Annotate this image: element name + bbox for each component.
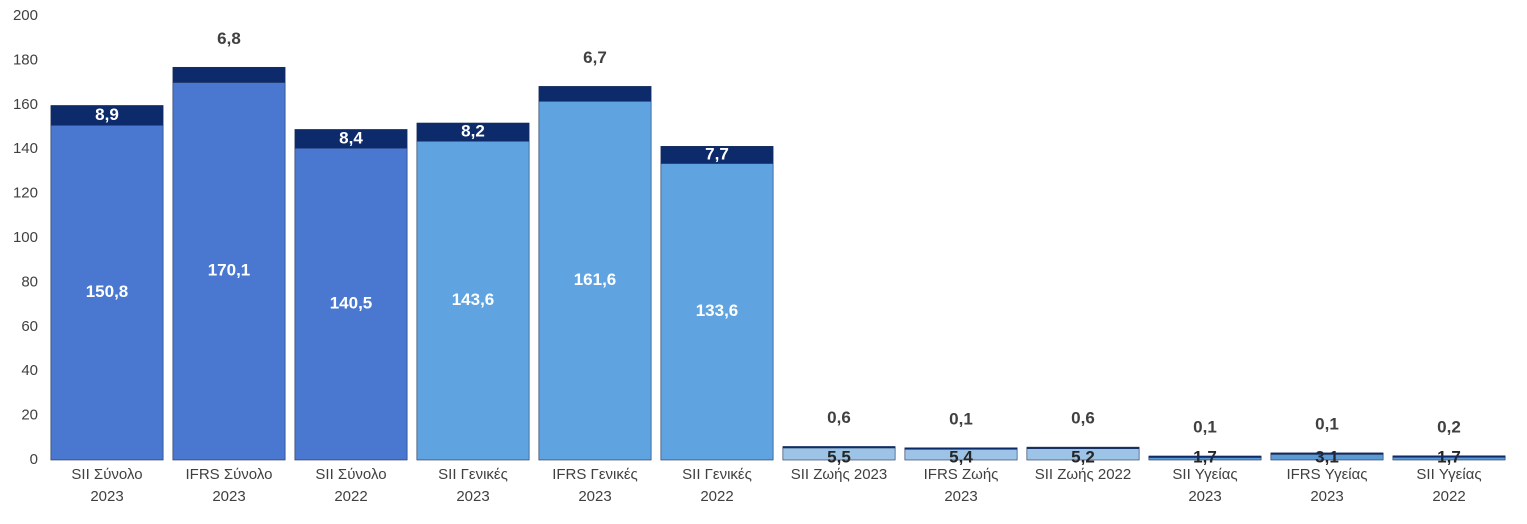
bar-segment [782,446,896,449]
value-label: 143,6 [452,290,495,309]
x-tick-label: SII Υγείας 2022 [1416,466,1482,505]
bar-segment [1148,455,1262,458]
y-tick-label: 120 [13,185,38,202]
value-label: 0,2 [1437,417,1461,436]
bar-segment [294,147,408,461]
x-tick-label: SII Σύνολο 2023 [71,466,143,505]
x-tick-label: IFRS Γενικές 2023 [552,466,638,505]
bar-segment [660,163,774,461]
value-label: 0,1 [1315,414,1339,433]
x-tick-label: SII Σύνολο 2022 [315,466,387,505]
bar-segment [538,100,652,461]
y-tick-label: 180 [13,51,38,68]
bar-segment [904,447,1018,450]
value-label: 8,4 [339,128,363,147]
bar-segment [294,129,408,149]
y-tick-label: 20 [21,407,38,424]
x-tick-label: SII Υγείας 2023 [1172,466,1238,505]
x-tick-label: IFRS Υγείας 2023 [1286,466,1368,505]
value-label: 6,7 [583,48,607,67]
value-label: 5,4 [949,447,973,466]
value-label: 3,1 [1315,447,1339,466]
x-tick-label: SII Ζωής 2022 [1034,466,1132,483]
y-tick-label: 140 [13,140,38,157]
value-label: 140,5 [330,294,373,313]
value-label: 7,7 [705,144,729,163]
y-tick-label: 100 [13,229,38,246]
y-tick-label: 160 [13,96,38,113]
y-tick-label: 200 [13,7,38,24]
value-label: 133,6 [696,301,739,320]
x-tick-label: IFRS Ζωής 2023 [923,466,999,505]
value-label: 8,2 [461,122,485,141]
value-label: 150,8 [86,282,129,301]
value-label: 0,1 [949,409,973,428]
value-label: 5,2 [1071,447,1095,466]
bar-segment [50,105,164,126]
value-label: 8,9 [95,105,119,124]
value-label: 0,6 [827,408,851,427]
y-tick-label: 60 [21,318,38,335]
value-label: 5,5 [827,447,851,466]
bar-segment [50,124,164,461]
x-tick-label: SII Ζωής 2023 [790,466,888,483]
value-label: 6,8 [217,29,241,48]
y-tick-label: 80 [21,273,38,290]
bar-segment [660,146,774,164]
value-label: 161,6 [574,270,617,289]
y-tick-label: 40 [21,362,38,379]
value-label: 0,1 [1193,417,1217,436]
bar-segment [416,122,530,142]
bar-segment [538,86,652,102]
value-label: 170,1 [208,261,251,280]
x-tick-label: SII Γενικές 2023 [438,466,508,505]
bar-segment [172,66,286,83]
bar-segment [1270,452,1384,455]
y-tick-label: 0 [30,451,38,468]
value-label: 0,6 [1071,409,1095,428]
x-tick-label: IFRS Σύνολο 2023 [185,466,273,505]
x-tick-label: SII Γενικές 2022 [682,466,752,505]
bar-segment [1392,455,1506,458]
bar-segment [1026,446,1140,449]
